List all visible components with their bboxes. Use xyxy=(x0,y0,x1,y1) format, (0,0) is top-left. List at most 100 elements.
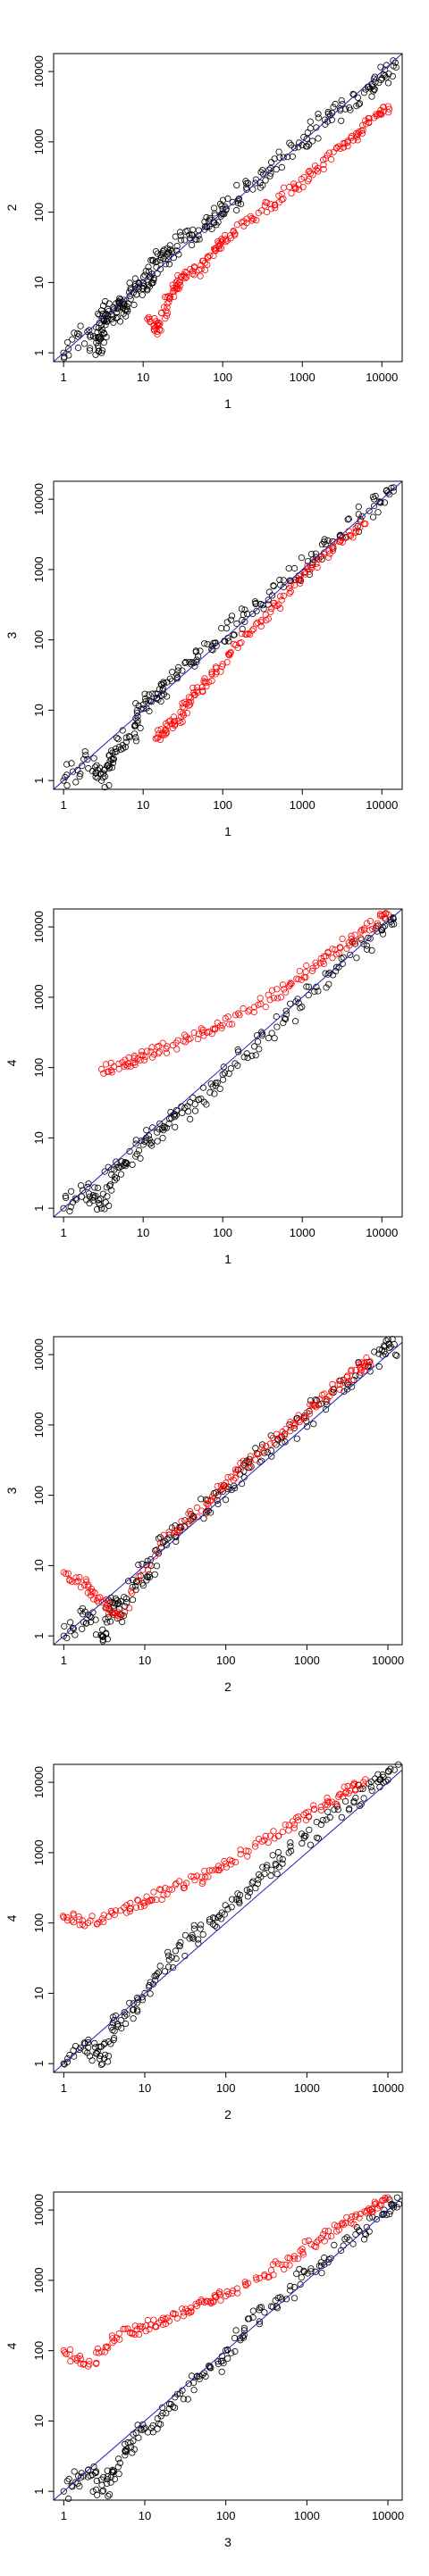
red-point xyxy=(374,112,382,119)
x-tick-label: 100 xyxy=(213,798,232,812)
black-point xyxy=(315,2263,323,2270)
red-point xyxy=(206,679,213,686)
black-point xyxy=(308,138,316,145)
red-point xyxy=(116,1614,123,1621)
black-point xyxy=(157,680,164,688)
red-point xyxy=(203,1510,210,1517)
black-point xyxy=(147,1990,154,1997)
reference-line xyxy=(53,908,403,1218)
black-point xyxy=(200,1515,207,1522)
black-point xyxy=(188,661,195,668)
red-point xyxy=(201,259,208,267)
red-point xyxy=(76,1922,83,1929)
red-point xyxy=(137,2322,144,2330)
red-point xyxy=(341,1783,348,1790)
red-point xyxy=(244,2280,252,2287)
black-point xyxy=(249,2307,257,2314)
black-point xyxy=(98,1205,105,1212)
black-point xyxy=(299,1839,306,1847)
black-point xyxy=(161,1968,168,1975)
red-point xyxy=(299,2248,307,2255)
red-point xyxy=(282,2261,290,2268)
red-point xyxy=(267,2267,274,2274)
black-point xyxy=(60,1205,67,1212)
red-point xyxy=(132,1904,139,1911)
red-point xyxy=(211,2292,218,2299)
red-point xyxy=(112,1907,120,1914)
black-point xyxy=(126,1999,133,2006)
red-point xyxy=(257,622,265,630)
black-point xyxy=(105,1202,113,1210)
black-point xyxy=(228,613,236,620)
black-point xyxy=(100,2473,107,2480)
black-point xyxy=(338,1813,345,1821)
black-point xyxy=(62,1192,69,1200)
black-point xyxy=(92,351,99,358)
black-point xyxy=(99,2488,106,2495)
red-point xyxy=(273,602,281,610)
red-point xyxy=(337,145,344,153)
black-point xyxy=(165,1963,172,1971)
black-point xyxy=(81,747,88,755)
red-point xyxy=(325,149,333,156)
black-point xyxy=(185,2380,192,2388)
black-point xyxy=(186,231,193,238)
plot-frame xyxy=(53,53,403,363)
red-point xyxy=(76,1573,83,1581)
x-tick-label: 10 xyxy=(139,1654,151,1667)
red-point xyxy=(274,1832,282,1839)
black-point xyxy=(155,1969,162,1976)
red-point xyxy=(163,1049,171,1056)
red-point xyxy=(151,1553,159,1560)
red-point xyxy=(294,2255,301,2263)
red-point xyxy=(208,1867,215,1874)
black-point xyxy=(92,1631,100,1638)
black-point xyxy=(108,1166,115,1173)
black-point xyxy=(102,297,109,305)
red-point xyxy=(172,1881,179,1888)
red-series-4 xyxy=(60,1355,374,1621)
red-point xyxy=(248,214,256,222)
black-point xyxy=(108,2024,115,2031)
red-point xyxy=(111,1911,118,1919)
black-point xyxy=(108,315,115,323)
black-point xyxy=(282,2296,290,2303)
red-point xyxy=(129,2330,136,2338)
black-point xyxy=(341,1797,349,1805)
black-point xyxy=(352,1795,359,1802)
red-point xyxy=(140,1899,147,1907)
black-point xyxy=(154,1138,161,1145)
x-tick-label: 10 xyxy=(139,2509,151,2522)
red-point xyxy=(152,2322,159,2330)
red-point xyxy=(357,1365,364,1372)
black-point xyxy=(187,1115,194,1123)
red-point xyxy=(175,285,182,292)
black-point xyxy=(92,773,99,780)
black-point xyxy=(219,2357,226,2364)
red-point xyxy=(190,271,198,279)
red-point xyxy=(63,1913,71,1921)
black-point xyxy=(300,1832,308,1839)
red-point xyxy=(308,967,315,975)
black-point xyxy=(79,1625,86,1632)
black-point xyxy=(381,922,389,930)
black-point xyxy=(289,153,296,160)
black-point xyxy=(164,245,171,252)
black-point xyxy=(63,2478,71,2485)
black-point xyxy=(355,503,362,511)
black-point xyxy=(242,178,249,185)
black-point xyxy=(370,88,377,95)
y-tick-label: 1 xyxy=(32,1205,46,1212)
red-point xyxy=(178,1518,185,1525)
black-point xyxy=(95,347,102,354)
red-point xyxy=(223,1860,230,1867)
black-point xyxy=(161,1124,168,1131)
y-tick-label: 10 xyxy=(32,1559,46,1571)
red-point xyxy=(320,953,328,960)
black-point xyxy=(147,273,155,280)
black-point xyxy=(353,955,360,962)
red-point xyxy=(233,2285,240,2292)
black-point xyxy=(383,2212,391,2219)
black-point xyxy=(250,1043,258,1050)
black-point xyxy=(391,1341,398,1348)
